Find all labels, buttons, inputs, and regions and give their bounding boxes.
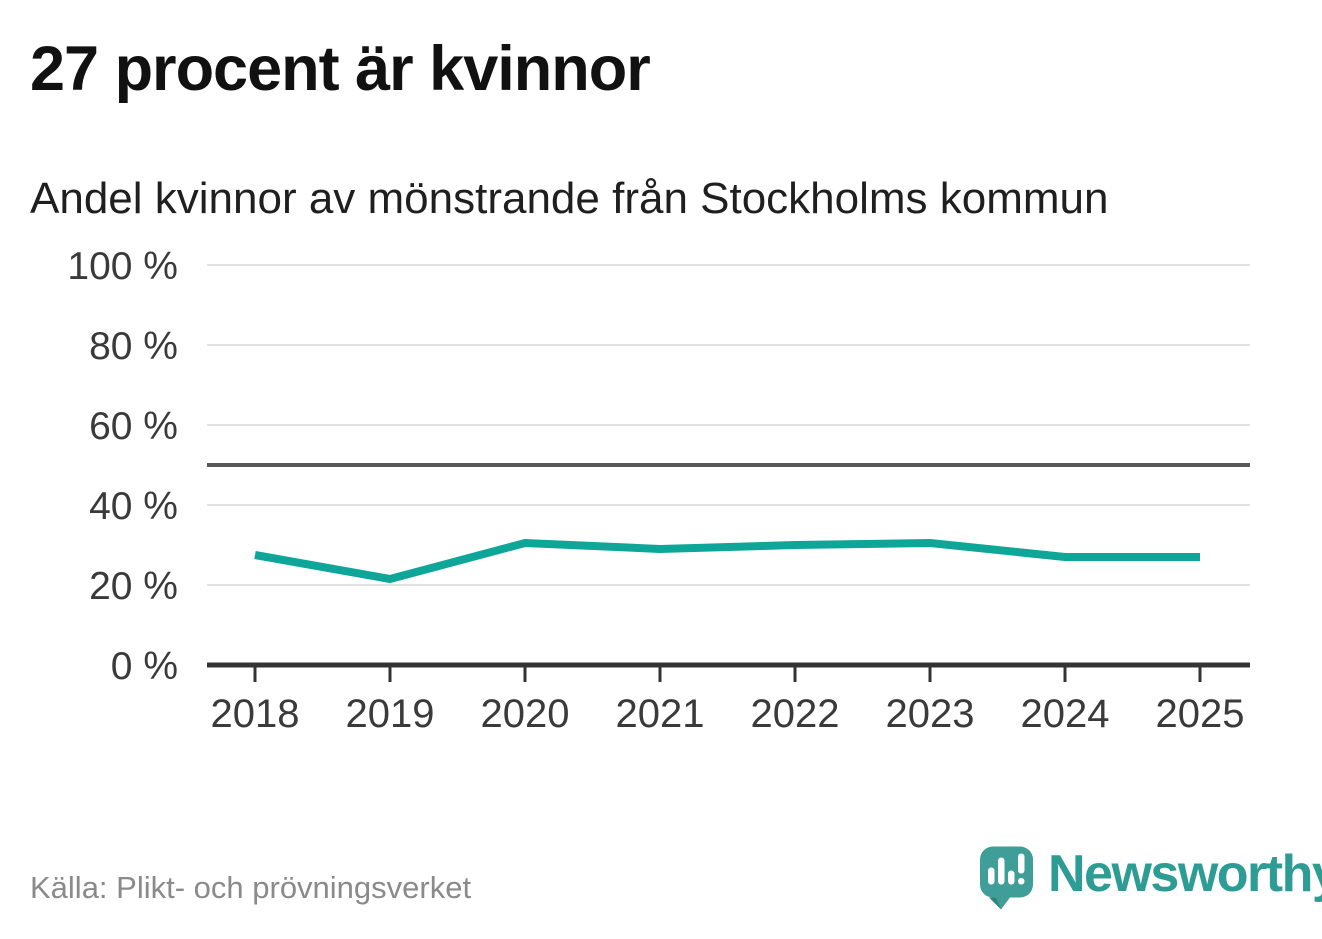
x-tick-label: 2022: [751, 692, 840, 736]
x-tick-label: 2021: [616, 692, 705, 736]
logo-bubble-shape: [980, 846, 1033, 910]
y-tick-label: 0 %: [111, 645, 178, 688]
y-tick-label: 80 %: [89, 325, 178, 368]
x-tick-label: 2025: [1156, 692, 1245, 736]
x-tick-label: 2020: [481, 692, 570, 736]
y-tick-label: 20 %: [89, 565, 178, 608]
newsworthy-logo-icon: [980, 846, 1033, 910]
bar-chart-glyph: [988, 857, 1015, 885]
newsworthy-brand: Newsworthy: [980, 846, 1322, 910]
y-tick-label: 100 %: [67, 245, 178, 288]
y-tick-label: 40 %: [89, 485, 178, 528]
x-tick-label: 2018: [211, 692, 300, 736]
data-line-andel-kvinnor: [254, 539, 1200, 583]
x-tick-label: 2019: [346, 692, 435, 736]
x-tick-label: 2024: [1021, 692, 1110, 736]
x-tick-label: 2023: [886, 692, 975, 736]
chart-subtitle: Andel kvinnor av mönstrande från Stockho…: [30, 174, 1109, 223]
brand-wordmark: Newsworthy: [1048, 845, 1322, 903]
y-tick-label: 60 %: [89, 405, 178, 448]
page-title: 27 procent är kvinnor: [30, 34, 651, 104]
logo-bubble-shadow: [989, 897, 1001, 910]
exclamation-glyph: [1018, 853, 1025, 885]
source-note: Källa: Plikt- och prövningsverket: [30, 870, 472, 905]
